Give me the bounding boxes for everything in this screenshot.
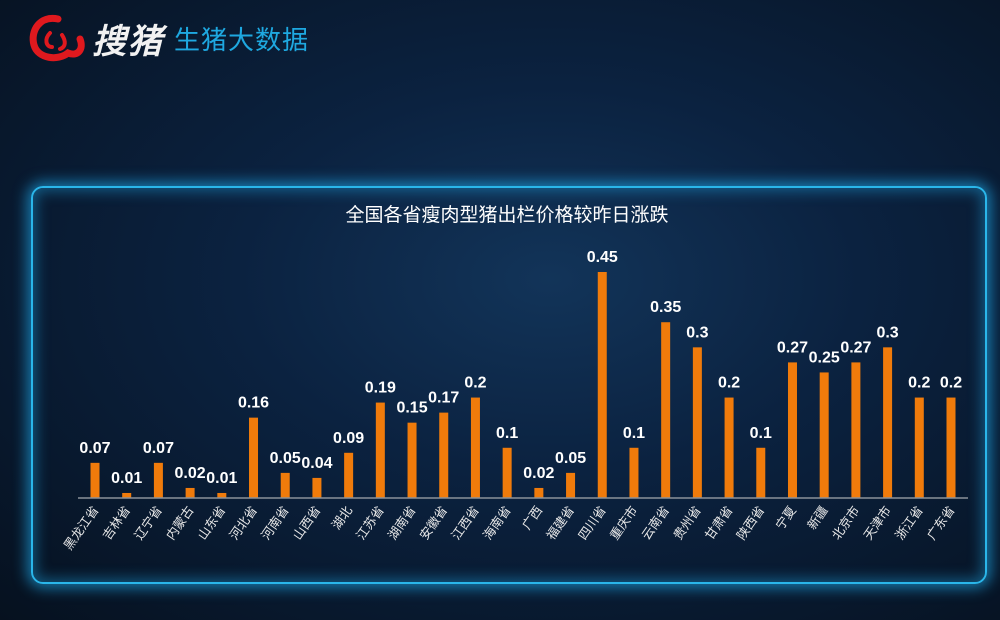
logo-swirl-icon	[29, 14, 85, 62]
bar	[597, 272, 607, 498]
bar	[249, 417, 259, 498]
bar	[153, 462, 163, 498]
category-label: 贵州省	[670, 503, 704, 542]
category-label: 山东省	[194, 503, 228, 542]
data-label: 0.01	[206, 470, 237, 487]
bar	[122, 492, 132, 498]
bar	[629, 447, 639, 498]
category-label: 天津市	[860, 503, 894, 542]
data-label: 0.09	[333, 430, 364, 447]
category-label: 海南省	[480, 503, 514, 542]
data-label: 0.3	[686, 324, 708, 341]
bar	[851, 362, 861, 498]
bar	[819, 372, 829, 498]
category-label: 广西	[519, 503, 546, 532]
data-label: 0.2	[718, 375, 740, 392]
data-label: 0.15	[396, 400, 427, 417]
data-label: 0.27	[777, 339, 808, 356]
bar	[439, 412, 449, 498]
logo: 搜猪 生猪大数据	[28, 12, 309, 64]
category-label: 新疆	[804, 503, 831, 532]
bar	[566, 472, 576, 498]
category-label: 福建省	[543, 503, 577, 542]
data-label: 0.2	[908, 375, 930, 392]
data-label: 0.17	[428, 390, 459, 407]
data-label: 0.01	[111, 470, 142, 487]
data-label: 0.05	[270, 450, 301, 467]
logo-brand: 搜猪	[92, 21, 164, 62]
data-label: 0.05	[555, 450, 586, 467]
category-label: 陕西省	[733, 503, 767, 542]
bar	[661, 322, 671, 498]
bar	[312, 477, 322, 498]
category-label: 云南省	[638, 503, 672, 542]
chart-panel	[31, 186, 987, 584]
data-label: 0.1	[623, 425, 645, 442]
data-label: 0.35	[650, 299, 681, 316]
data-label: 0.2	[464, 375, 486, 392]
data-label: 0.27	[840, 339, 871, 356]
data-label: 0.25	[809, 349, 840, 366]
bar	[534, 487, 544, 498]
data-label: 0.2	[940, 375, 962, 392]
data-label: 0.1	[750, 425, 772, 442]
bar	[883, 347, 893, 498]
data-label: 0.45	[587, 249, 618, 266]
category-label: 河北省	[226, 503, 260, 542]
bar	[470, 397, 480, 498]
data-label: 0.19	[365, 380, 396, 397]
bar	[946, 397, 956, 498]
data-label: 0.07	[79, 440, 110, 457]
bar	[787, 362, 797, 498]
data-label: 0.3	[876, 324, 898, 341]
data-label: 0.07	[143, 440, 174, 457]
bar	[914, 397, 924, 498]
bar	[502, 447, 512, 498]
data-label: 0.02	[175, 465, 206, 482]
bar	[692, 347, 702, 498]
bar	[724, 397, 734, 498]
category-label: 湖北	[328, 503, 355, 532]
category-label: 重庆市	[607, 503, 641, 542]
category-label: 河南省	[258, 503, 292, 542]
category-label: 内蒙古	[163, 503, 197, 542]
data-label: 0.02	[523, 465, 554, 482]
data-label: 0.04	[301, 455, 332, 472]
category-label: 辽宁省	[131, 503, 165, 542]
category-label: 甘肃省	[702, 503, 736, 542]
data-label: 0.1	[496, 425, 518, 442]
bar	[90, 462, 100, 498]
logo-subtitle: 生猪大数据	[174, 25, 310, 56]
bar	[407, 422, 417, 498]
chart-title: 全国各省瘦肉型猪出栏价格较昨日涨跌	[345, 204, 668, 226]
bar	[217, 492, 227, 498]
category-label: 吉林省	[99, 503, 133, 542]
category-label: 湖南省	[385, 503, 419, 542]
category-label: 江苏省	[353, 503, 387, 542]
bar	[280, 472, 290, 498]
category-label: 广东省	[924, 503, 958, 542]
bar	[375, 402, 385, 498]
category-label: 黑龙江省	[60, 503, 101, 553]
data-label: 0.16	[238, 395, 269, 412]
bar	[756, 447, 766, 498]
category-label: 宁夏	[772, 503, 799, 532]
category-label: 浙江省	[892, 503, 926, 542]
category-label: 四川省	[575, 503, 609, 542]
category-label: 北京市	[829, 503, 863, 542]
category-label: 山西省	[290, 503, 324, 542]
bar	[344, 452, 354, 498]
category-label: 安徽省	[416, 503, 450, 542]
bar	[185, 487, 195, 498]
category-label: 江西省	[448, 503, 482, 542]
